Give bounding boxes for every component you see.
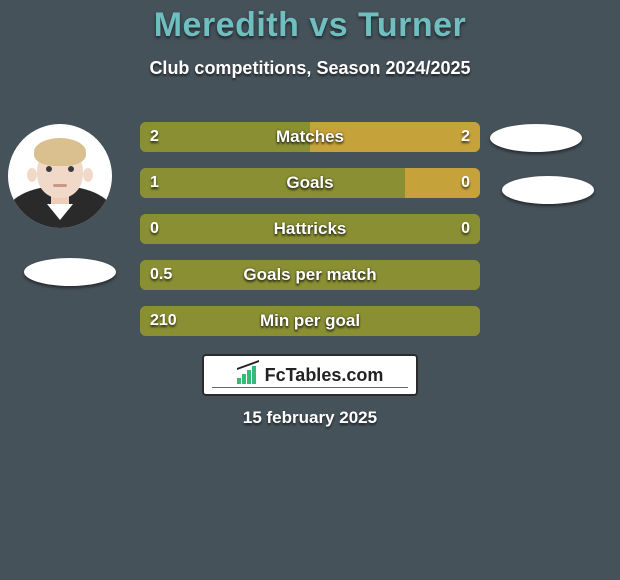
player-left-flag: [24, 258, 116, 286]
comparison-card: Meredith vs Turner Club competitions, Se…: [0, 0, 620, 580]
stat-row: 00Hattricks: [140, 214, 480, 244]
comparison-date: 15 february 2025: [0, 408, 620, 428]
stat-row: 10Goals: [140, 168, 480, 198]
player-right-flag-1: [490, 124, 582, 152]
player-left-avatar: [8, 124, 112, 228]
brand-badge: FcTables.com: [202, 354, 418, 396]
stat-row: 210Min per goal: [140, 306, 480, 336]
stat-row: 22Matches: [140, 122, 480, 152]
player-right-flag-2: [502, 176, 594, 204]
page-title: Meredith vs Turner: [0, 6, 620, 45]
stat-bars: 22Matches 10Goals 00Hattricks 0.5Goals per …: [140, 122, 480, 352]
brand-text: FcTables.com: [265, 365, 384, 386]
subtitle: Club competitions, Season 2024/2025: [0, 58, 620, 79]
stat-row: 0.5Goals per match: [140, 260, 480, 290]
brand-icon: [237, 366, 259, 384]
